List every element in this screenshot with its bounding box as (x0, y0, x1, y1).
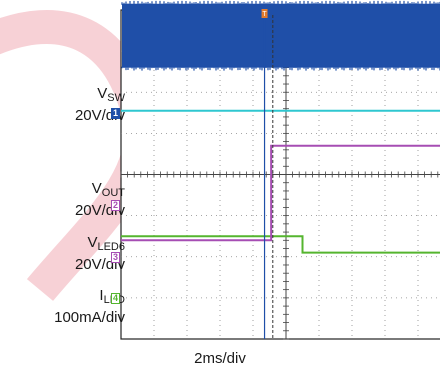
channel-3-name: V (87, 234, 98, 251)
channel-1-subscript: SW (107, 92, 125, 104)
trigger-marker (261, 9, 268, 18)
channel-3-ref-marker: 3 (111, 252, 120, 263)
channel-4-name: I (99, 287, 104, 304)
trace-vsw-edge (121, 0, 440, 71)
channel-2-name: V (91, 180, 102, 197)
timebase-label: 2ms/div (194, 350, 246, 367)
trace-vout (121, 144, 440, 242)
channel-1-name: V (97, 85, 108, 102)
channel-1-ref-marker: 1 (111, 108, 120, 119)
markers: T (261, 9, 274, 339)
channel-4-ref-marker: 4 (111, 293, 120, 304)
channel-3-subscript: LED6 (97, 241, 125, 253)
trace-vled6 (121, 235, 440, 254)
channel-4-scale: 100mA/div (54, 309, 125, 326)
trigger-marker-label: T (262, 11, 267, 18)
traces (121, 0, 440, 254)
trace-vsw-band (122, 3, 440, 68)
channel-2-subscript: OUT (101, 187, 125, 199)
channel-2-ref-marker: 2 (111, 200, 120, 211)
